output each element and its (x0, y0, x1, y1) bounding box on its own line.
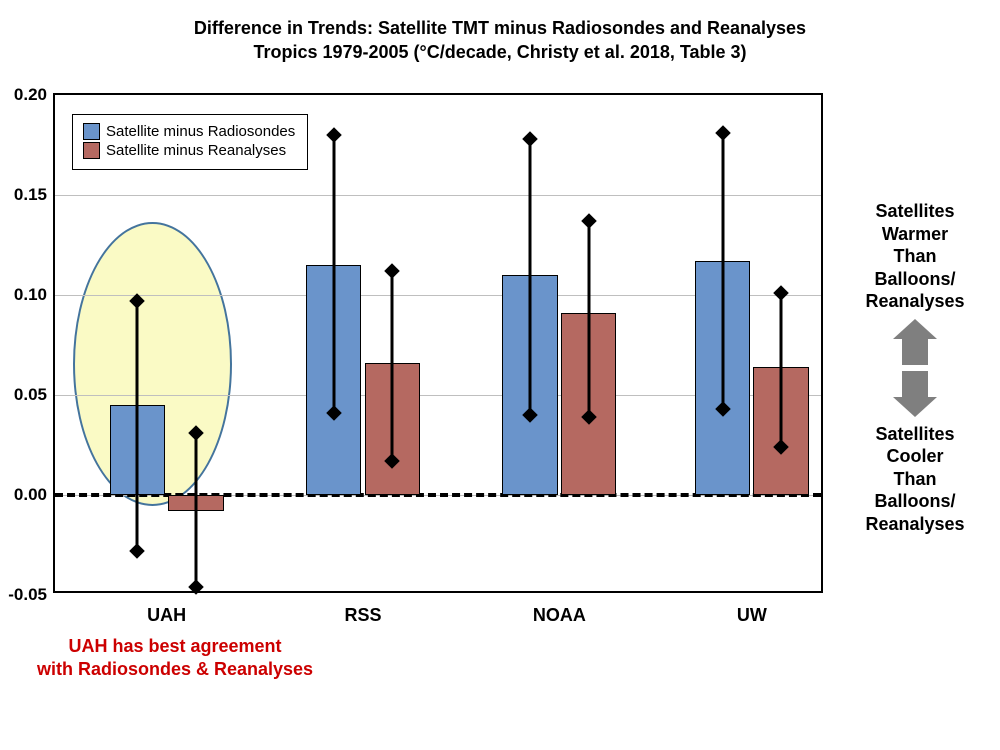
annot-upper-l2: Warmer (835, 223, 995, 246)
category-label: NOAA (533, 605, 586, 626)
annot-upper-l1: Satellites (835, 200, 995, 223)
errorbar-cap (715, 125, 731, 141)
legend-label: Satellite minus Radiosondes (106, 123, 295, 140)
errorbar (587, 221, 590, 417)
category-label: UW (737, 605, 767, 626)
chart-title: Difference in Trends: Satellite TMT minu… (0, 16, 1000, 65)
ytick-label: 0.20 (14, 85, 47, 105)
gridline (55, 195, 821, 196)
legend: Satellite minus Radiosondes Satellite min… (72, 114, 308, 170)
callout-line1: UAH has best agreement (68, 636, 281, 656)
errorbar-cap (581, 213, 597, 229)
title-line1: Difference in Trends: Satellite TMT minu… (194, 18, 806, 38)
ytick-label: 0.00 (14, 485, 47, 505)
arrow-up-icon (835, 319, 995, 365)
legend-label: Satellite minus Reanalyses (106, 142, 286, 159)
legend-item: Satellite minus Reanalyses (83, 142, 295, 159)
legend-swatch (83, 123, 100, 140)
ytick-label: 0.05 (14, 385, 47, 405)
errorbar-cap (384, 263, 400, 279)
category-label: RSS (344, 605, 381, 626)
right-annotation: Satellites Warmer Than Balloons/ Reanaly… (835, 200, 995, 535)
errorbar-cap (326, 127, 342, 143)
legend-item: Satellite minus Radiosondes (83, 123, 295, 140)
arrow-down-icon (835, 371, 995, 417)
errorbar (194, 433, 197, 587)
errorbar-cap (522, 131, 538, 147)
errorbar (136, 301, 139, 551)
annot-lower-l3: Than (835, 468, 995, 491)
title-line2: Tropics 1979-2005 (°C/decade, Christy et… (253, 42, 746, 62)
errorbar (780, 293, 783, 447)
errorbar (721, 133, 724, 409)
errorbar-cap (773, 285, 789, 301)
ytick-label: 0.10 (14, 285, 47, 305)
errorbar-cap (130, 543, 146, 559)
callout-line2: with Radiosondes & Reanalyses (37, 659, 313, 679)
callout-text: UAH has best agreement with Radiosondes … (20, 635, 330, 682)
annot-lower-l1: Satellites (835, 423, 995, 446)
errorbar-cap (188, 579, 204, 595)
annot-upper-l4: Balloons/ (835, 268, 995, 291)
annot-lower: Satellites Cooler Than Balloons/ Reanaly… (835, 423, 995, 536)
errorbar (391, 271, 394, 461)
ytick-label: -0.05 (8, 585, 47, 605)
annot-upper-l3: Than (835, 245, 995, 268)
annot-lower-l5: Reanalyses (835, 513, 995, 536)
annot-upper-l5: Reanalyses (835, 290, 995, 313)
ytick-label: 0.15 (14, 185, 47, 205)
plot-area: -0.050.000.050.100.150.20 UAHRSSNOAAUW S… (53, 93, 823, 593)
errorbar (332, 135, 335, 413)
annot-lower-l2: Cooler (835, 445, 995, 468)
annot-upper: Satellites Warmer Than Balloons/ Reanaly… (835, 200, 995, 313)
legend-swatch (83, 142, 100, 159)
category-label: UAH (147, 605, 186, 626)
errorbar (529, 139, 532, 415)
annot-lower-l4: Balloons/ (835, 490, 995, 513)
